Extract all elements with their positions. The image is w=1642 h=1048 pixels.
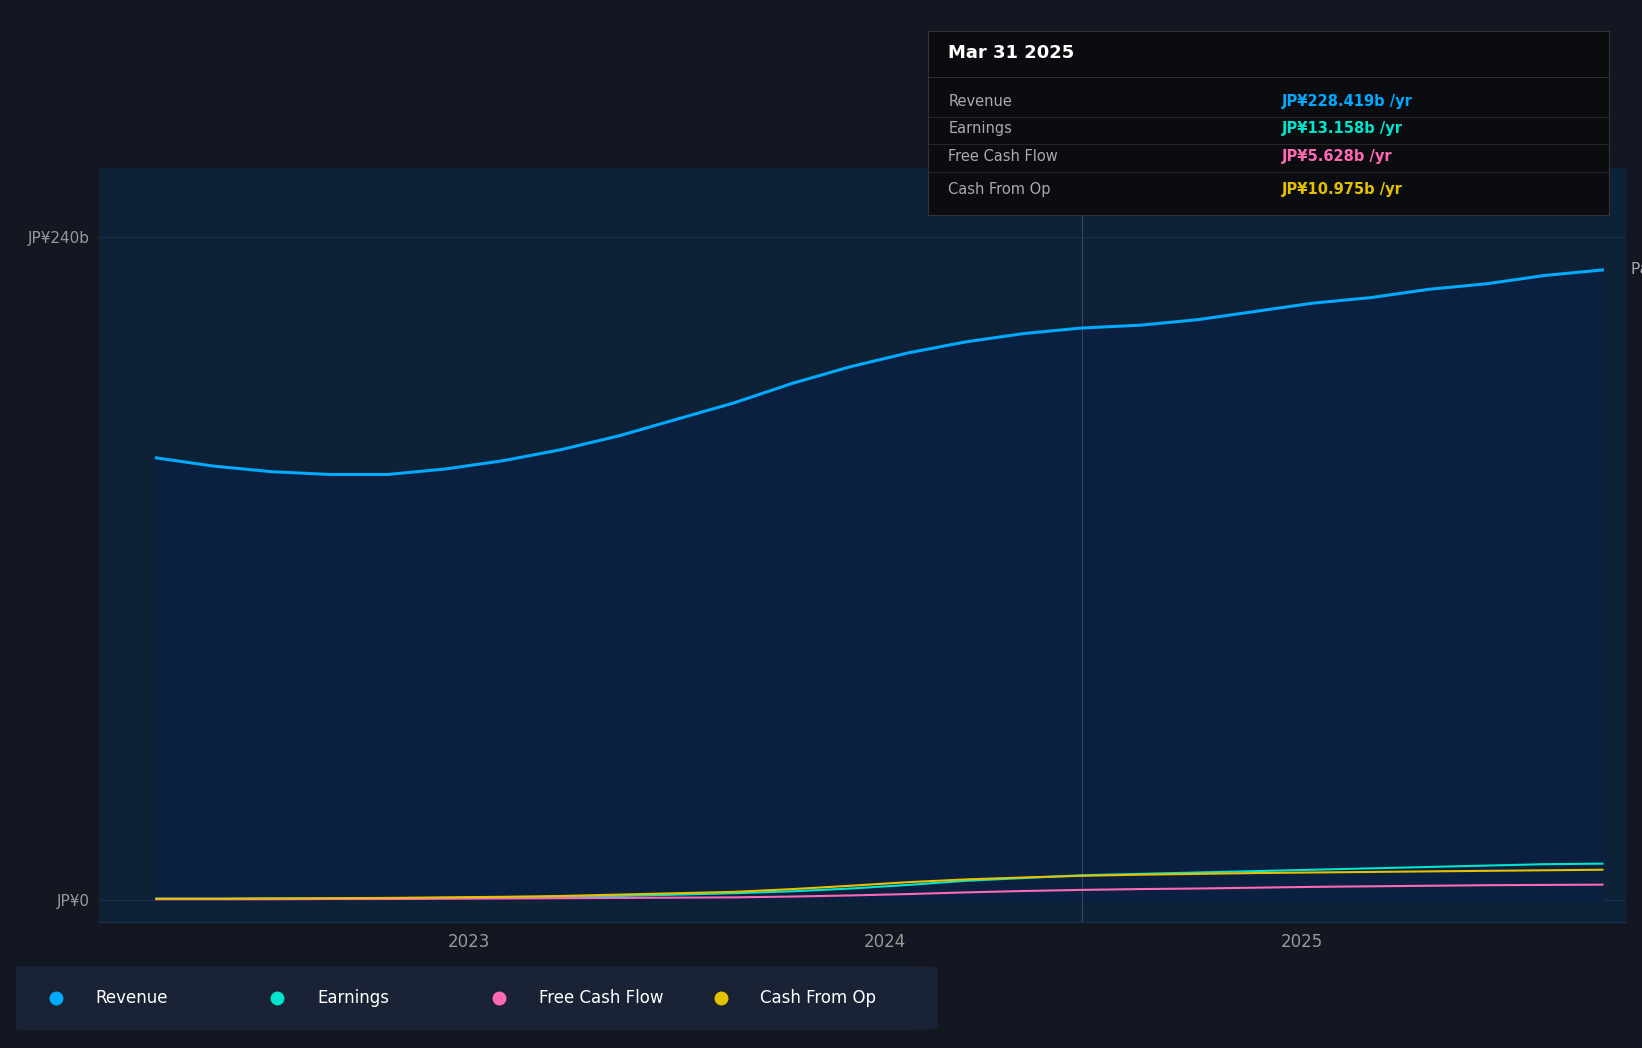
Text: Revenue: Revenue xyxy=(95,989,167,1007)
FancyBboxPatch shape xyxy=(662,966,938,1030)
Text: JP¥10.975b /yr: JP¥10.975b /yr xyxy=(1282,181,1402,197)
FancyBboxPatch shape xyxy=(0,966,273,1030)
Text: Revenue: Revenue xyxy=(947,93,1011,109)
Text: Cash From Op: Cash From Op xyxy=(760,989,877,1007)
Text: JP¥5.628b /yr: JP¥5.628b /yr xyxy=(1282,149,1392,163)
FancyBboxPatch shape xyxy=(440,966,716,1030)
Text: Cash From Op: Cash From Op xyxy=(947,181,1051,197)
Text: Past G: Past G xyxy=(1632,262,1642,278)
Text: Free Cash Flow: Free Cash Flow xyxy=(947,149,1057,163)
Text: Mar 31 2025: Mar 31 2025 xyxy=(947,44,1074,63)
Text: Earnings: Earnings xyxy=(947,122,1011,136)
Text: Earnings: Earnings xyxy=(317,989,389,1007)
Text: JP¥228.419b /yr: JP¥228.419b /yr xyxy=(1282,93,1414,109)
Text: Free Cash Flow: Free Cash Flow xyxy=(539,989,663,1007)
Text: JP¥13.158b /yr: JP¥13.158b /yr xyxy=(1282,122,1402,136)
FancyBboxPatch shape xyxy=(218,966,494,1030)
